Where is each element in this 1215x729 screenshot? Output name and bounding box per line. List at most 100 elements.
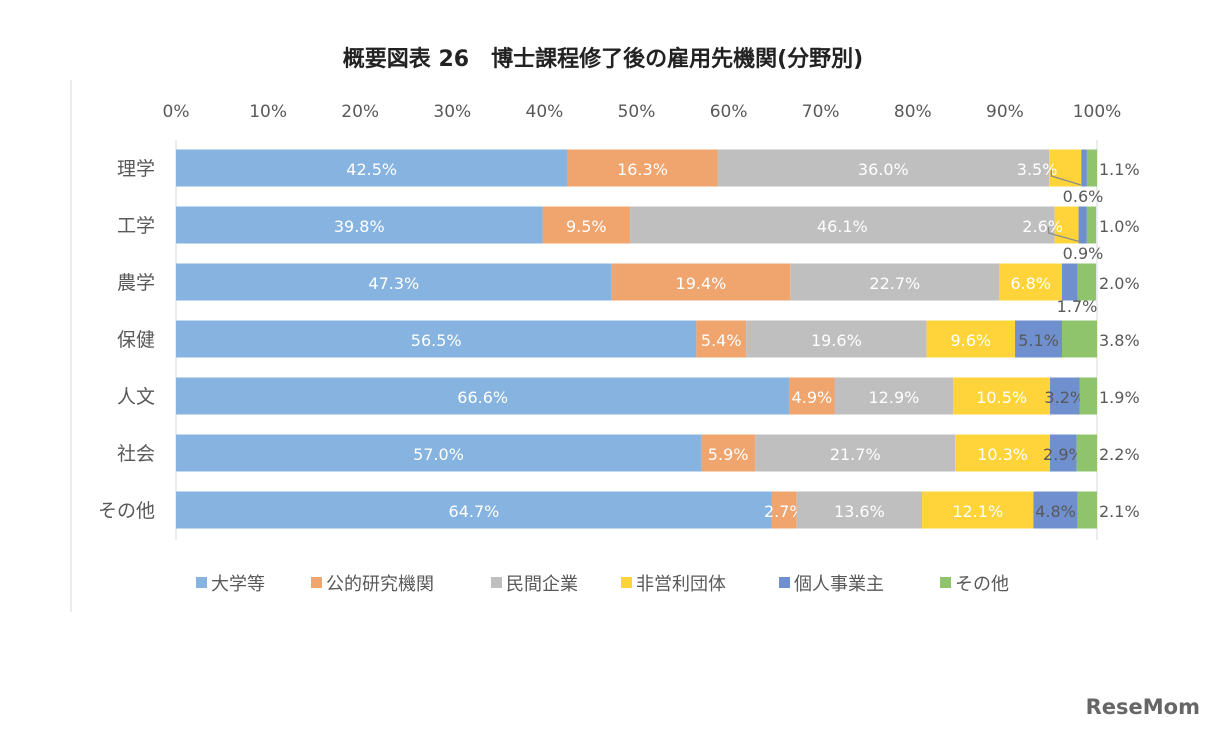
data-label: 0.6% [1063,187,1104,206]
bar-segment [1086,206,1097,244]
bar-segment [176,377,790,415]
x-tick-label: 0% [163,102,190,122]
bar-segment [1033,491,1078,529]
data-label: 64.7% [449,502,500,521]
data-label: 19.4% [676,274,727,293]
bar-segment [1054,206,1079,244]
data-label: 1.9% [1099,388,1140,407]
data-label: 12.9% [869,388,920,407]
bar-segment [176,206,543,244]
bar-segment [176,434,701,472]
bar-segment [789,377,835,415]
data-label: 5.1% [1018,331,1059,350]
bar-segment [1076,434,1097,472]
bar-segment [790,263,1000,301]
x-tick-label: 90% [986,102,1024,122]
x-tick-label: 70% [802,102,840,122]
legend-swatch [779,577,790,588]
data-label: 2.1% [1099,502,1140,521]
data-label: 3.8% [1099,331,1140,350]
data-label: 0.9% [1063,244,1104,263]
bar-segment [1077,263,1097,301]
legend-label: 大学等 [211,574,265,595]
bar-segment [1078,206,1087,244]
legend: 大学等 公的研究機関 民間企業 非営利団体 個人事業主 その他 [196,574,1009,595]
category-label: その他 [98,500,155,522]
label-leader-line [1050,170,1082,186]
data-label: 10.5% [976,388,1027,407]
data-label: 19.6% [811,331,862,350]
bar-segment [630,206,1055,244]
legend-label: その他 [955,574,1009,595]
bar-segment [922,491,1034,529]
x-axis: 0% 10% 20% 30% 40% 50% 60% 70% 80% 90% 100% [163,102,1122,540]
bar-segment [1062,263,1078,301]
bar-segment [176,263,612,301]
data-label: 21.7% [830,445,881,464]
x-tick-label: 60% [710,102,748,122]
data-label: 3.5% [1017,160,1058,179]
category-label: 人文 [117,386,155,408]
x-tick-label: 50% [618,102,656,122]
x-tick-label: 100% [1073,102,1122,122]
category-label: 農学 [117,272,155,294]
legend-label: 非営利団体 [636,574,726,595]
category-label: 工学 [117,215,155,237]
data-label: 6.8% [1010,274,1051,293]
bar-segment [1050,434,1077,472]
data-label: 66.6% [457,388,508,407]
bar-segment [1081,149,1087,187]
data-label: 1.1% [1099,160,1140,179]
bar-segment [834,377,954,415]
bar-segment [700,434,756,472]
bar-segment [746,320,927,358]
bar-segment [176,491,772,529]
data-label: 13.6% [834,502,885,521]
bar-segment [771,491,797,529]
data-label: 57.0% [413,445,464,464]
data-label: 5.4% [701,331,742,350]
x-tick-label: 10% [249,102,287,122]
bar-segment [926,320,1016,358]
bar-segment [955,434,1051,472]
legend-swatch [491,577,502,588]
data-label: 4.8% [1035,502,1076,521]
category-label: 保健 [117,329,155,351]
data-label: 1.7% [1057,297,1098,316]
bar-segment [1062,320,1097,358]
data-label: 2.2% [1099,445,1140,464]
legend-swatch [196,577,207,588]
bar-segment [796,491,923,529]
data-label: 12.1% [952,502,1003,521]
bar-segment [176,149,568,187]
bar-segment [176,320,697,358]
bar-segment [1050,377,1080,415]
data-label: 10.3% [977,445,1028,464]
bar-segment [717,149,1050,187]
data-label: 9.5% [566,217,607,236]
data-label: 46.1% [817,217,868,236]
data-label: 2.9% [1043,445,1084,464]
data-label: 2.6% [1022,217,1063,236]
legend-label: 公的研究機関 [326,574,434,595]
data-label: 5.9% [708,445,749,464]
bar-segment [696,320,747,358]
x-tick-label: 80% [894,102,932,122]
x-tick-label: 40% [526,102,564,122]
data-label: 39.8% [334,217,385,236]
bar-segment [755,434,956,472]
data-label: 56.5% [411,331,462,350]
category-label: 社会 [117,443,155,465]
data-label: 1.0% [1099,217,1140,236]
data-label: 2.0% [1099,274,1140,293]
legend-label: 個人事業主 [794,574,884,595]
x-tick-label: 30% [433,102,471,122]
legend-swatch [621,577,632,588]
resemom-logo: ReseMom [1086,695,1200,719]
data-label: 36.0% [858,160,909,179]
bar-segment [542,206,631,244]
bar-segment [1077,491,1097,529]
legend-swatch [311,577,322,588]
plot-area: 42.5% 16.3% 36.0% 3.5% 0.6% 1.1% 39.8% 9.5% 46.1… [176,149,1140,529]
category-label: 理学 [117,158,155,180]
